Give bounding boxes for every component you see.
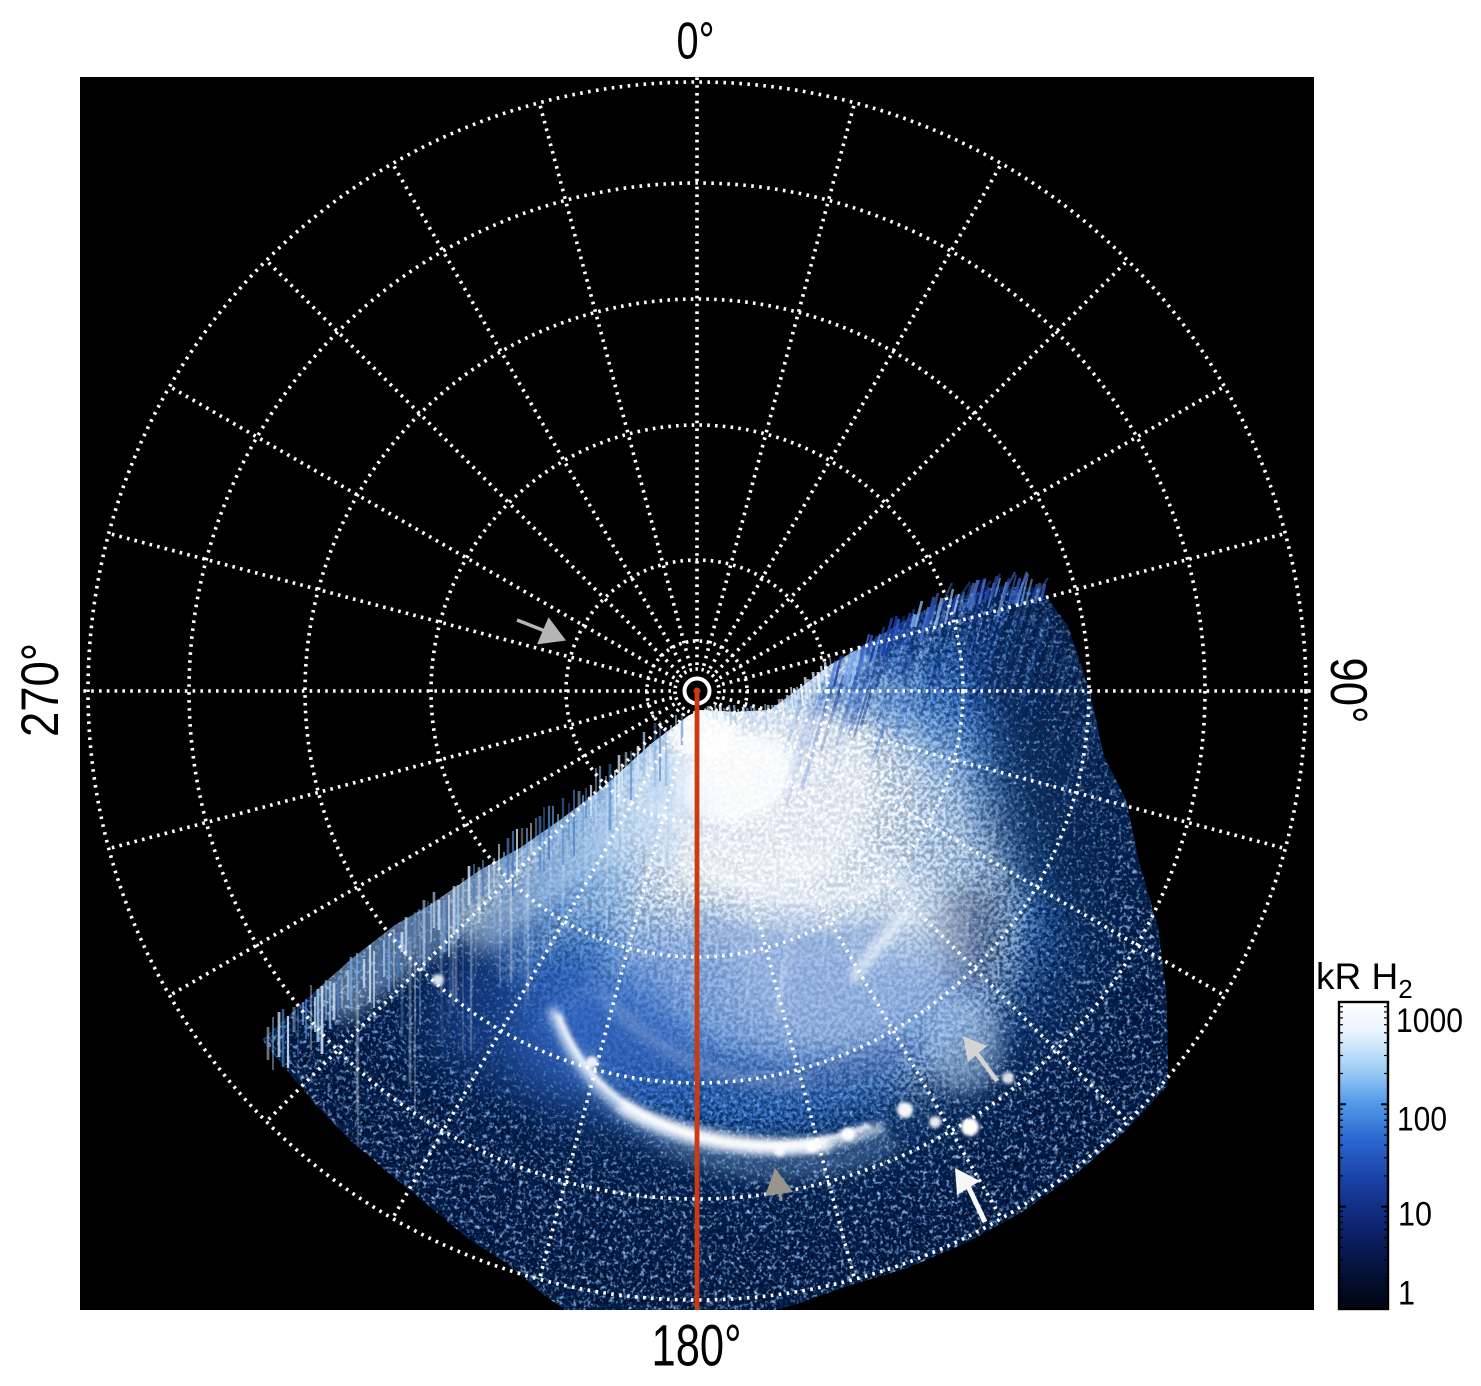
svg-text:1: 1 — [1398, 1275, 1415, 1313]
svg-text:270°: 270° — [11, 643, 70, 737]
svg-text:90°: 90° — [1319, 658, 1377, 724]
svg-text:1000: 1000 — [1396, 1002, 1463, 1040]
svg-text:kR H2: kR H2 — [1316, 956, 1413, 1004]
svg-text:180°: 180° — [652, 1314, 742, 1379]
svg-text:100: 100 — [1397, 1101, 1447, 1139]
svg-text:0°: 0° — [677, 13, 715, 71]
svg-text:10: 10 — [1398, 1196, 1432, 1234]
